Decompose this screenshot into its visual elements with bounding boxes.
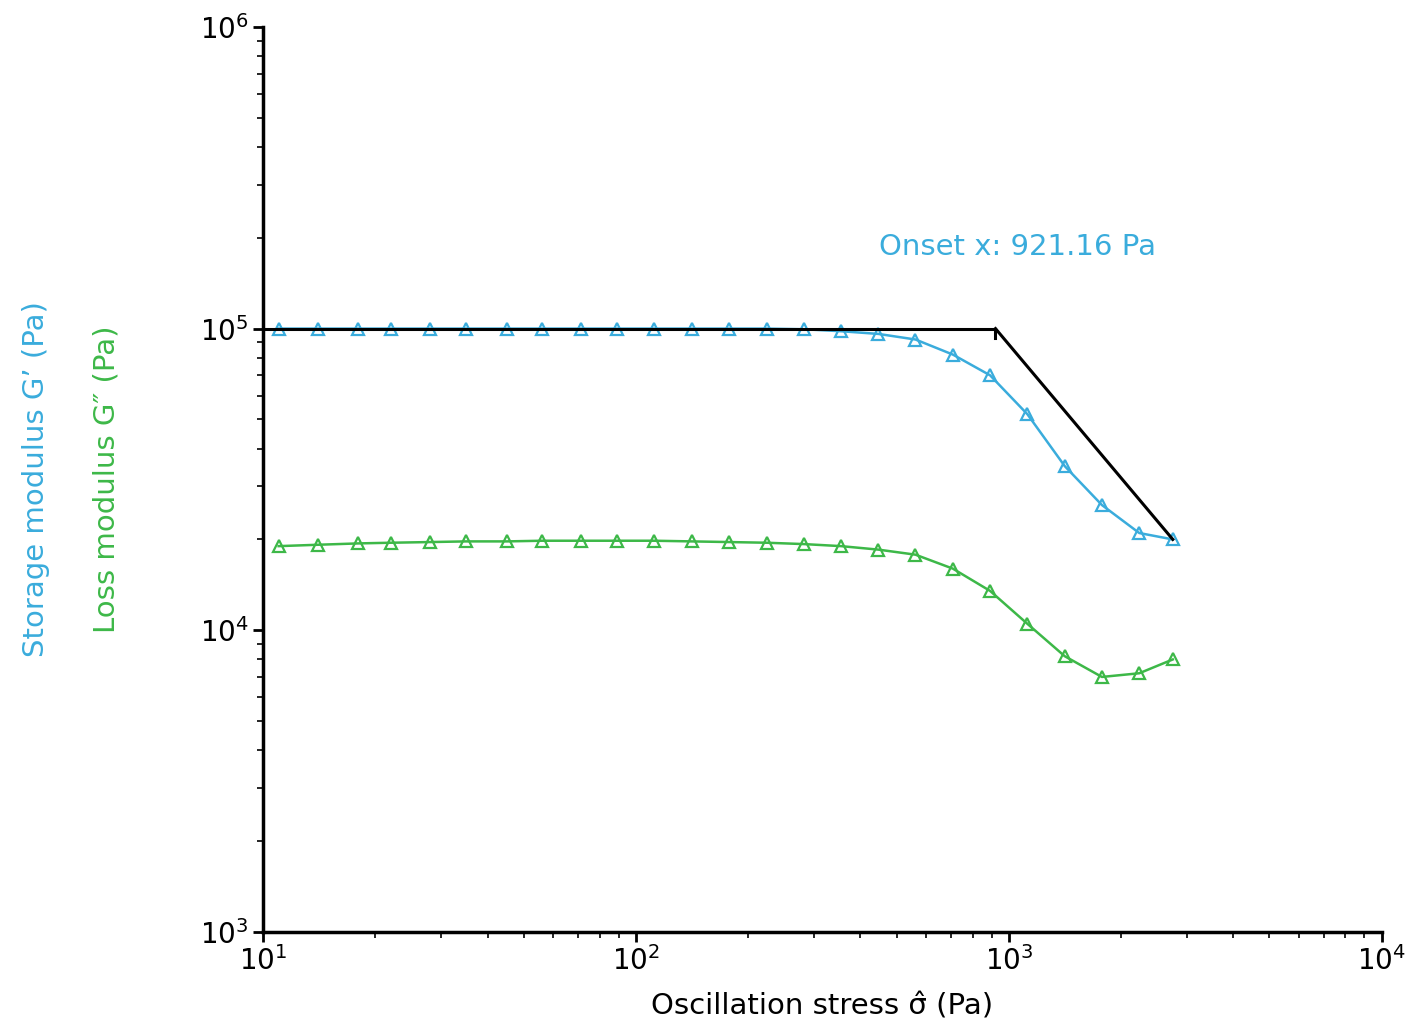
- Text: Onset x: 921.16 Pa: Onset x: 921.16 Pa: [880, 233, 1157, 261]
- Text: Storage modulus G’ (Pa): Storage modulus G’ (Pa): [21, 301, 50, 657]
- X-axis label: Oscillation stress σ̂ (Pa): Oscillation stress σ̂ (Pa): [651, 992, 993, 1021]
- Text: Loss modulus G″ (Pa): Loss modulus G″ (Pa): [92, 325, 121, 633]
